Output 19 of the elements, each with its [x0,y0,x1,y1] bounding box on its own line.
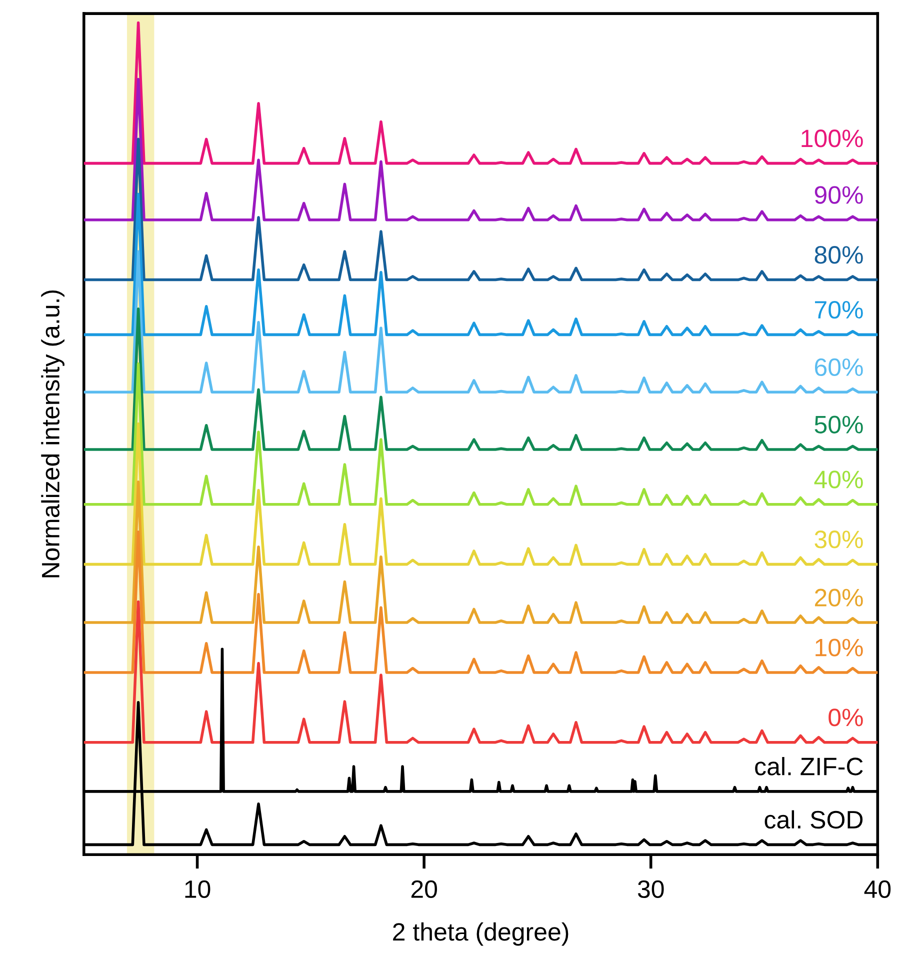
series-label: 50% [814,416,863,434]
series-label: 20% [814,588,863,606]
series-label: 0% [828,708,863,726]
x-tick-label: 30 [638,880,664,898]
x-tick-label: 10 [185,880,210,898]
series-label: 80% [814,246,863,264]
x-tick-label: 40 [864,880,891,898]
x-axis-title: 2 theta (degree) [393,922,568,946]
series-label: 90% [814,186,863,204]
series-label: cal. ZIF-C [755,757,863,776]
series-label: 10% [816,638,863,656]
series-label: 100% [802,130,863,148]
series-label: cal. SOD [764,810,863,829]
series-label: 30% [814,530,863,548]
y-axis-title: Normalized intensity (a.u.) [41,290,64,578]
series-label: 70% [815,300,863,319]
series-label: 60% [814,358,863,376]
series-label: 40% [814,470,863,488]
x-tick-label: 20 [411,880,437,898]
